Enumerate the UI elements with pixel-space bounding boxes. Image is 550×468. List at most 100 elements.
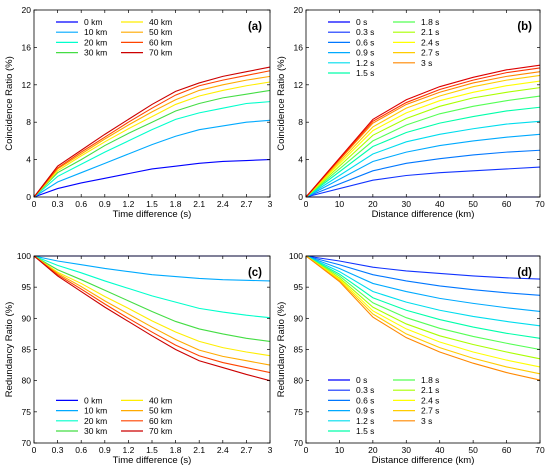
y-tick-label: 0 bbox=[26, 192, 31, 202]
y-tick-label: 100 bbox=[17, 251, 31, 261]
y-tick-label: 70 bbox=[22, 438, 32, 448]
x-tick-label: 0.6 bbox=[75, 199, 87, 209]
legend-entry: 0 s bbox=[356, 375, 367, 385]
chart-panel-3: 0 0.3 0.6 0.9 1.2 1.5 1.8 2.1 2.4 2.7 3 70 75 80 85 90 9… bbox=[4, 251, 273, 466]
legend-entry: 0.9 s bbox=[356, 48, 374, 58]
y-axis-label: Redundancy Ratio (%) bbox=[4, 302, 15, 398]
x-tick-label: 1.5 bbox=[146, 199, 158, 209]
y-tick-label: 16 bbox=[22, 42, 32, 52]
series-line bbox=[305, 166, 541, 198]
x-tick-label: 2.1 bbox=[193, 199, 205, 209]
x-tick-label: 70 bbox=[535, 199, 545, 209]
series-line bbox=[33, 255, 271, 374]
x-tick-label: 1.5 bbox=[146, 445, 158, 455]
legend-entry: 1.8 s bbox=[421, 17, 439, 27]
y-tick-label: 80 bbox=[294, 376, 304, 386]
legend-entry: 0 km bbox=[84, 395, 102, 405]
panel-label: (c) bbox=[248, 267, 262, 279]
legend-entry: 30 km bbox=[84, 426, 107, 436]
y-axis-label: Redundancy Ratio (%) bbox=[276, 302, 287, 398]
legend-entry: 70 km bbox=[149, 426, 172, 436]
series-line bbox=[33, 89, 271, 198]
x-tick-label: 0 bbox=[32, 445, 37, 455]
x-tick-label: 0.3 bbox=[52, 199, 64, 209]
legend-entry: 2.1 s bbox=[421, 385, 439, 395]
series-line bbox=[305, 255, 541, 327]
series-line bbox=[305, 87, 541, 198]
series-line bbox=[33, 66, 271, 198]
legend-entry: 1.5 s bbox=[356, 68, 374, 78]
y-tick-label: 95 bbox=[294, 282, 304, 292]
series-line bbox=[305, 64, 541, 198]
x-tick-label: 1.8 bbox=[170, 199, 182, 209]
legend-entry: 2.1 s bbox=[421, 27, 439, 37]
y-tick-label: 75 bbox=[22, 407, 32, 417]
legend-entry: 40 km bbox=[149, 17, 172, 27]
x-tick-label: 0.9 bbox=[99, 199, 111, 209]
y-tick-label: 4 bbox=[26, 155, 31, 165]
series-line bbox=[305, 255, 541, 339]
x-tick-label: 20 bbox=[368, 199, 378, 209]
panel-label: (d) bbox=[517, 267, 532, 279]
series-line bbox=[305, 120, 541, 198]
legend-entry: 0 km bbox=[84, 17, 102, 27]
x-tick-label: 2.4 bbox=[217, 199, 229, 209]
series-line bbox=[33, 101, 271, 198]
y-tick-label: 95 bbox=[22, 282, 32, 292]
y-tick-label: 80 bbox=[22, 376, 32, 386]
x-tick-label: 60 bbox=[502, 445, 512, 455]
series-line bbox=[33, 159, 271, 198]
x-tick-label: 0 bbox=[32, 199, 37, 209]
legend-entry: 0.9 s bbox=[356, 406, 374, 416]
plot-frame bbox=[305, 9, 541, 198]
x-tick-label: 3 bbox=[268, 445, 273, 455]
legend-entry: 1.2 s bbox=[356, 416, 374, 426]
x-axis-label: Distance difference (km) bbox=[372, 455, 475, 466]
y-tick-label: 90 bbox=[294, 313, 304, 323]
y-tick-label: 4 bbox=[298, 155, 303, 165]
series-line bbox=[305, 67, 541, 198]
series-line bbox=[305, 255, 541, 375]
y-tick-label: 75 bbox=[294, 407, 304, 417]
y-tick-label: 8 bbox=[26, 117, 31, 127]
legend-entry: 20 km bbox=[84, 416, 107, 426]
panel-label: (b) bbox=[517, 21, 532, 33]
series-line bbox=[305, 255, 541, 351]
series-line bbox=[33, 255, 271, 357]
legend-entry: 10 km bbox=[84, 27, 107, 37]
y-tick-label: 20 bbox=[22, 5, 32, 15]
panel-label: (a) bbox=[248, 21, 262, 33]
legend-entry: 1.8 s bbox=[421, 375, 439, 385]
x-tick-label: 30 bbox=[402, 445, 412, 455]
legend-entry: 0.6 s bbox=[356, 395, 374, 405]
x-tick-label: 10 bbox=[335, 199, 345, 209]
y-tick-label: 100 bbox=[289, 251, 303, 261]
x-axis-label: Distance difference (km) bbox=[372, 209, 475, 220]
series-line bbox=[305, 255, 541, 381]
x-tick-label: 50 bbox=[468, 199, 478, 209]
legend-entry: 30 km bbox=[84, 48, 107, 58]
series-line bbox=[33, 70, 271, 198]
y-tick-label: 90 bbox=[22, 313, 32, 323]
series-line bbox=[33, 255, 271, 366]
y-tick-label: 20 bbox=[294, 5, 304, 15]
legend-entry: 3 s bbox=[421, 58, 432, 68]
x-tick-label: 30 bbox=[402, 199, 412, 209]
x-tick-label: 1.2 bbox=[122, 199, 134, 209]
y-tick-label: 70 bbox=[294, 438, 304, 448]
legend-entry: 50 km bbox=[149, 406, 172, 416]
legend-entry: 10 km bbox=[84, 406, 107, 416]
legend-entry: 2.4 s bbox=[421, 37, 439, 47]
series-line bbox=[33, 81, 271, 198]
legend-entry: 0.3 s bbox=[356, 27, 374, 37]
legend-entry: 70 km bbox=[149, 48, 172, 58]
series-line bbox=[305, 95, 541, 198]
x-tick-label: 2.4 bbox=[217, 445, 229, 455]
x-tick-label: 0 bbox=[304, 445, 309, 455]
series-line bbox=[305, 106, 541, 198]
legend-entry: 50 km bbox=[149, 27, 172, 37]
x-tick-label: 60 bbox=[502, 199, 512, 209]
legend-entry: 2.4 s bbox=[421, 395, 439, 405]
